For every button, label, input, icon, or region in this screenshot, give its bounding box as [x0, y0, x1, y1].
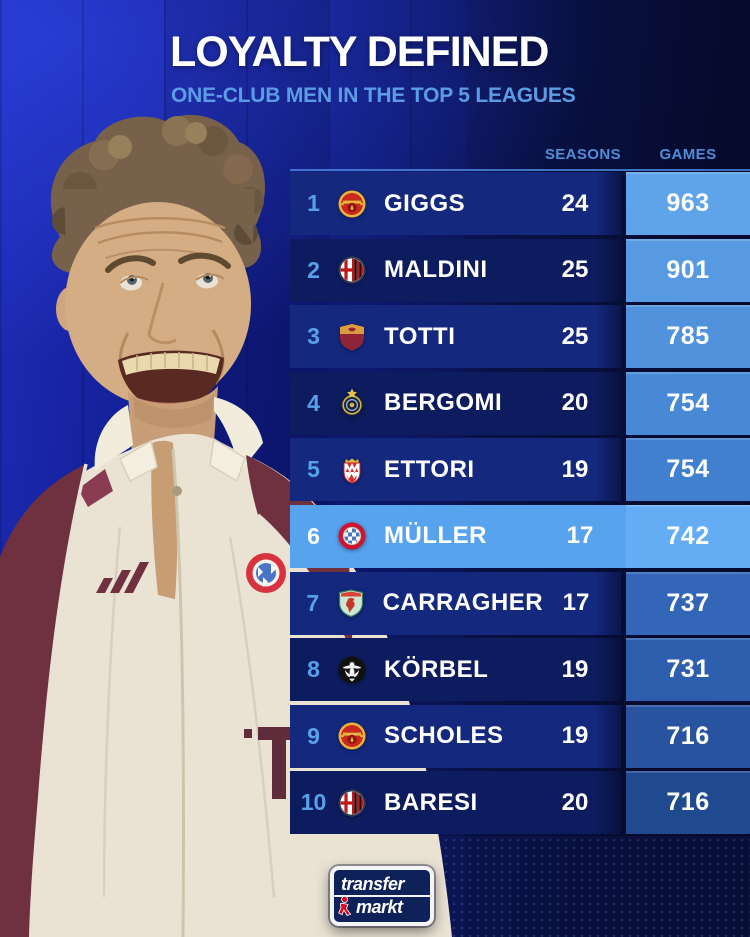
club-badge-liverpool-icon [336, 588, 366, 618]
player-cell: 5 ETTORI 19 [290, 438, 621, 502]
seasons-value: 17 [566, 522, 594, 550]
games-cell: 737 [626, 571, 750, 635]
games-value: 742 [666, 521, 710, 550]
seasons-value: 19 [561, 655, 589, 683]
table-row: 7 CARRAGHER 17 737 [290, 571, 750, 635]
rank-label: 1 [307, 190, 320, 216]
club-badge-monaco-icon [337, 455, 367, 485]
logo-text-markt: markt [356, 897, 403, 917]
column-header-games: GAMES [659, 146, 717, 163]
player-cell: 7 CARRAGHER 17 [290, 571, 621, 635]
rank-label: 6 [307, 522, 320, 549]
seasons-value: 17 [562, 589, 590, 617]
player-cell: 3 TOTTI 25 [290, 305, 621, 369]
table-row: 4 BERGOMI 20 754 [290, 371, 750, 435]
club-badge-frankfurt-icon [337, 655, 367, 685]
player-name: TOTTI [384, 322, 456, 350]
seasons-value: 24 [561, 189, 589, 217]
rank-label: 2 [307, 256, 320, 283]
rank-label: 3 [307, 323, 320, 350]
table-row: 10 BARESI 20 716 [290, 771, 750, 835]
games-cell: 754 [626, 438, 750, 502]
player-name: CARRAGHER [382, 589, 544, 617]
player-cell: 2 MALDINI 25 [290, 238, 621, 302]
games-cell: 716 [626, 704, 750, 768]
logo-text-transfer: transfer [341, 874, 405, 894]
ranking-table: 1 GIGGS 24 963 2 MALDINI 25 901 3 TOTTI 25 785 4 BERG… [290, 172, 750, 838]
games-value: 963 [666, 189, 710, 217]
games-value: 785 [666, 322, 710, 351]
games-value: 754 [666, 455, 710, 484]
games-cell: 901 [626, 238, 750, 302]
rank-label: 8 [307, 656, 320, 683]
rank-label: 7 [306, 589, 320, 616]
club-badge-inter-icon [337, 388, 367, 418]
player-name: GIGGS [384, 189, 466, 217]
table-row: 3 TOTTI 25 785 [290, 305, 750, 369]
adidas-logo [96, 562, 149, 593]
player-name: BARESI [384, 788, 478, 816]
player-name: BERGOMI [384, 389, 503, 417]
games-value: 901 [666, 255, 710, 284]
club-badge-man-utd-icon [337, 721, 367, 751]
games-value: 731 [666, 655, 710, 684]
player-cell: 1 GIGGS 24 [290, 172, 621, 235]
page-title: LOYALTY DEFINED [170, 28, 549, 76]
table-row: 6 MÜLLER 17 742 [290, 504, 750, 568]
table-top-divider [290, 169, 750, 171]
table-row: 2 MALDINI 25 901 [290, 238, 750, 302]
runner-icon [338, 895, 352, 917]
games-cell: 963 [626, 172, 750, 235]
games-value: 716 [666, 721, 710, 750]
telekom-logo [244, 727, 298, 799]
table-row: 9 SCHOLES 19 716 [290, 704, 750, 768]
rank-label: 4 [307, 389, 320, 416]
table-row: 8 KÖRBEL 19 731 [290, 638, 750, 702]
column-header-seasons: SEASONS [544, 146, 621, 163]
face [56, 189, 255, 412]
games-value: 716 [666, 788, 710, 817]
club-badge-ac-milan-icon [337, 255, 367, 285]
player-cell: 8 KÖRBEL 19 [290, 638, 621, 702]
table-row: 1 GIGGS 24 963 [290, 172, 750, 235]
seasons-value: 20 [561, 389, 589, 417]
seasons-value: 25 [561, 256, 589, 284]
club-badge-ac-milan-icon [337, 788, 367, 818]
logo-divider [334, 895, 430, 897]
transfermarkt-logo: transfer markt [330, 866, 434, 926]
player-name: ETTORI [384, 455, 475, 483]
games-cell: 742 [626, 504, 750, 568]
player-cell: 10 BARESI 20 [290, 771, 621, 835]
player-cell: 6 MÜLLER 17 [290, 504, 626, 568]
games-value: 754 [666, 388, 710, 417]
rank-label: 9 [307, 722, 320, 749]
seasons-value: 25 [561, 322, 589, 350]
bayern-crest-patch [246, 553, 286, 593]
player-name: KÖRBEL [384, 655, 489, 683]
player-name: MÜLLER [384, 522, 487, 550]
player-cell: 4 BERGOMI 20 [290, 371, 621, 435]
page-subtitle: ONE-CLUB MEN IN THE TOP 5 LEAGUES [171, 84, 576, 107]
seasons-value: 19 [561, 455, 589, 483]
games-cell: 754 [626, 371, 750, 435]
player-name: SCHOLES [384, 722, 504, 750]
games-cell: 731 [626, 638, 750, 702]
club-badge-bayern-icon [337, 521, 367, 551]
player-cell: 9 SCHOLES 19 [290, 704, 621, 768]
club-badge-as-roma-icon [337, 322, 367, 352]
player-name: MALDINI [384, 256, 488, 284]
rank-label: 5 [307, 456, 320, 483]
games-value: 737 [666, 588, 710, 617]
rank-label: 10 [300, 789, 327, 816]
seasons-value: 19 [561, 722, 589, 750]
seasons-value: 20 [561, 788, 589, 816]
table-row: 5 ETTORI 19 754 [290, 438, 750, 502]
transfermarkt-logo-inner: transfer markt [334, 870, 430, 922]
games-cell: 716 [626, 771, 750, 835]
club-badge-man-utd-icon [337, 189, 367, 219]
games-cell: 785 [626, 305, 750, 369]
